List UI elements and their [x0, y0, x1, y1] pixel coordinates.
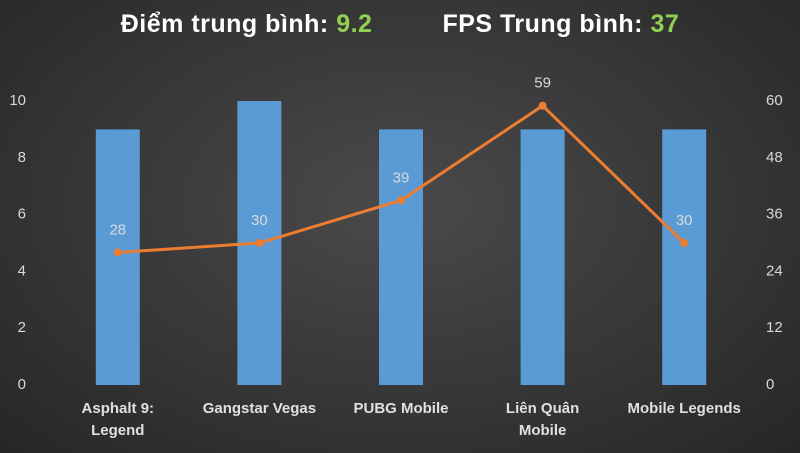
- y2-tick-label: 0: [766, 376, 774, 393]
- bar: [520, 129, 565, 385]
- y-tick-label: 4: [18, 262, 26, 279]
- summary: Điểm trung bình: 9.2 FPS Trung bình: 37: [0, 10, 800, 39]
- line-point: [538, 101, 547, 110]
- summary-label: Điểm trung bình:: [120, 10, 329, 38]
- bar: [95, 129, 140, 385]
- y-tick-label: 10: [9, 92, 26, 109]
- summary-label: FPS Trung bình:: [442, 10, 643, 38]
- x-tick-label: Mobile Legends: [627, 400, 741, 417]
- x-tick-label: Asphalt 9: Legend: [81, 400, 155, 439]
- y-tick-label: 2: [18, 319, 26, 336]
- line-point: [680, 239, 689, 247]
- line-point: [397, 196, 405, 205]
- data-label: 30: [676, 212, 693, 229]
- y2-tick-label: 36: [766, 206, 783, 223]
- summary-item: FPS Trung bình: 37: [442, 10, 679, 39]
- summary-value: 37: [650, 10, 680, 38]
- data-label: 30: [251, 212, 268, 229]
- summary-item: Điểm trung bình: 9.2: [121, 10, 373, 39]
- y2-tick-label: 48: [766, 149, 783, 166]
- x-tick-label: Gangstar Vegas: [202, 400, 317, 417]
- line-point: [255, 239, 264, 247]
- summary-value: 9.2: [336, 10, 373, 38]
- y2-tick-label: 60: [766, 92, 783, 109]
- y2-tick-label: 12: [766, 319, 783, 336]
- bar: [379, 129, 423, 385]
- y2-tick-label: 24: [766, 262, 783, 279]
- y-tick-label: 0: [18, 376, 26, 393]
- data-label: 28: [109, 221, 126, 238]
- data-label: 39: [393, 169, 410, 186]
- data-label: 59: [534, 75, 551, 92]
- x-tick-label: Liên Quân Mobile: [505, 400, 580, 439]
- line-point: [113, 248, 122, 257]
- y-tick-label: 8: [18, 149, 26, 166]
- bar: [662, 129, 707, 385]
- x-tick-label: PUBG Mobile: [353, 400, 449, 417]
- y-tick-label: 6: [18, 206, 26, 223]
